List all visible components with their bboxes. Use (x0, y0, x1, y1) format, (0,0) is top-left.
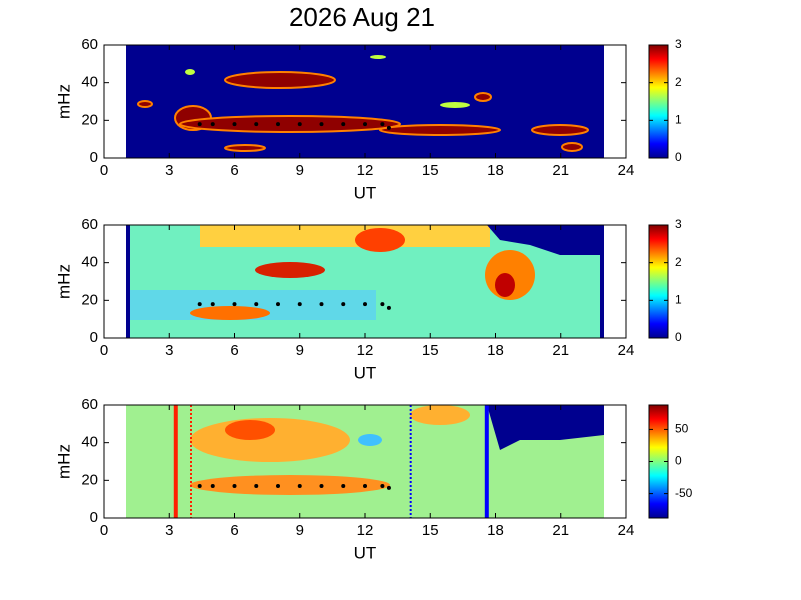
colorbar-tick-label: 0 (675, 150, 682, 164)
x-tick-label: 21 (552, 162, 569, 179)
y-tick-label: 20 (81, 471, 98, 488)
x-tick-label: 18 (487, 522, 504, 539)
x-tick-label: 12 (357, 342, 374, 359)
track-point (197, 122, 202, 127)
colorbar-tick-label: -50 (675, 486, 693, 500)
colorbar (648, 44, 669, 159)
x-tick-label: 15 (422, 522, 439, 539)
track-point (276, 122, 280, 127)
track-point (386, 125, 391, 130)
x-axis-label: UT (354, 543, 377, 562)
colorbar-tick-label: 2 (675, 255, 682, 269)
x-tick-label: 24 (618, 342, 635, 359)
x-tick-label: 21 (552, 342, 569, 359)
track-point (319, 122, 324, 127)
x-tick-label: 24 (618, 162, 635, 179)
track-point (386, 485, 391, 490)
y-tick-label: 60 (81, 36, 98, 53)
y-tick-label: 20 (81, 111, 98, 128)
track-point (363, 483, 367, 488)
colorbar (648, 224, 669, 339)
x-tick-label: 0 (100, 162, 108, 179)
heatmap (126, 225, 604, 338)
colorbar-tick-label: 0 (675, 330, 682, 344)
x-tick-label: 9 (296, 522, 304, 539)
x-tick-label: 6 (230, 342, 238, 359)
colorbar-tick-label: 0 (675, 454, 682, 468)
y-tick-label: 40 (81, 434, 98, 451)
y-tick-label: 60 (81, 216, 98, 233)
track-point (232, 483, 237, 488)
x-tick-label: 9 (296, 342, 304, 359)
track-point (297, 122, 302, 127)
track-point (254, 302, 259, 307)
y-axis-label: mHz (54, 264, 73, 299)
y-axis-label: mHz (54, 444, 73, 479)
colorbar-tick-label: 1 (675, 293, 682, 307)
track-point (341, 483, 346, 488)
x-tick-label: 0 (100, 342, 108, 359)
track-point (197, 302, 202, 307)
track-point (380, 122, 385, 127)
x-tick-label: 6 (230, 162, 238, 179)
track-point (197, 483, 202, 488)
y-tick-label: 40 (81, 74, 98, 91)
track-point (380, 483, 385, 488)
track-point (254, 122, 259, 127)
y-tick-label: 0 (90, 149, 98, 166)
x-tick-label: 15 (422, 342, 439, 359)
y-axis-label: mHz (54, 84, 73, 119)
track-point (254, 483, 259, 488)
x-tick-label: 12 (357, 522, 374, 539)
track-point (363, 302, 367, 307)
x-tick-label: 3 (165, 162, 173, 179)
track-point (210, 122, 215, 127)
track-point (341, 122, 346, 127)
x-tick-label: 15 (422, 162, 439, 179)
x-axis-label: UT (354, 183, 377, 202)
y-tick-label: 40 (81, 254, 98, 271)
heatmap (126, 405, 604, 518)
chart-title: 2026 Aug 21 (289, 2, 435, 32)
y-tick-label: 60 (81, 396, 98, 413)
track-point (297, 483, 302, 488)
track-point (380, 302, 385, 307)
x-tick-label: 0 (100, 522, 108, 539)
colorbar-tick-label: 3 (675, 37, 682, 51)
track-point (232, 122, 237, 127)
x-tick-label: 3 (165, 342, 173, 359)
track-point (341, 302, 346, 307)
x-axis-label: UT (354, 363, 377, 382)
colorbar-tick-label: 50 (675, 422, 689, 436)
y-tick-label: 20 (81, 291, 98, 308)
x-tick-label: 3 (165, 522, 173, 539)
colorbar-tick-label: 2 (675, 75, 682, 89)
x-tick-label: 6 (230, 522, 238, 539)
x-tick-label: 12 (357, 162, 374, 179)
x-tick-label: 18 (487, 162, 504, 179)
track-point (210, 483, 215, 488)
track-point (319, 483, 324, 488)
x-tick-label: 21 (552, 522, 569, 539)
track-point (276, 483, 280, 488)
track-point (297, 302, 302, 307)
track-point (363, 122, 367, 127)
track-point (276, 302, 280, 307)
colorbar-tick-label: 3 (675, 217, 682, 231)
y-tick-label: 0 (90, 329, 98, 346)
track-point (210, 302, 215, 307)
heatmap (126, 45, 604, 158)
x-tick-label: 24 (618, 522, 635, 539)
y-tick-label: 0 (90, 509, 98, 526)
x-tick-label: 18 (487, 342, 504, 359)
track-point (386, 305, 391, 310)
track-point (232, 302, 237, 307)
track-point (319, 302, 324, 307)
colorbar-tick-label: 1 (675, 113, 682, 127)
x-tick-label: 9 (296, 162, 304, 179)
